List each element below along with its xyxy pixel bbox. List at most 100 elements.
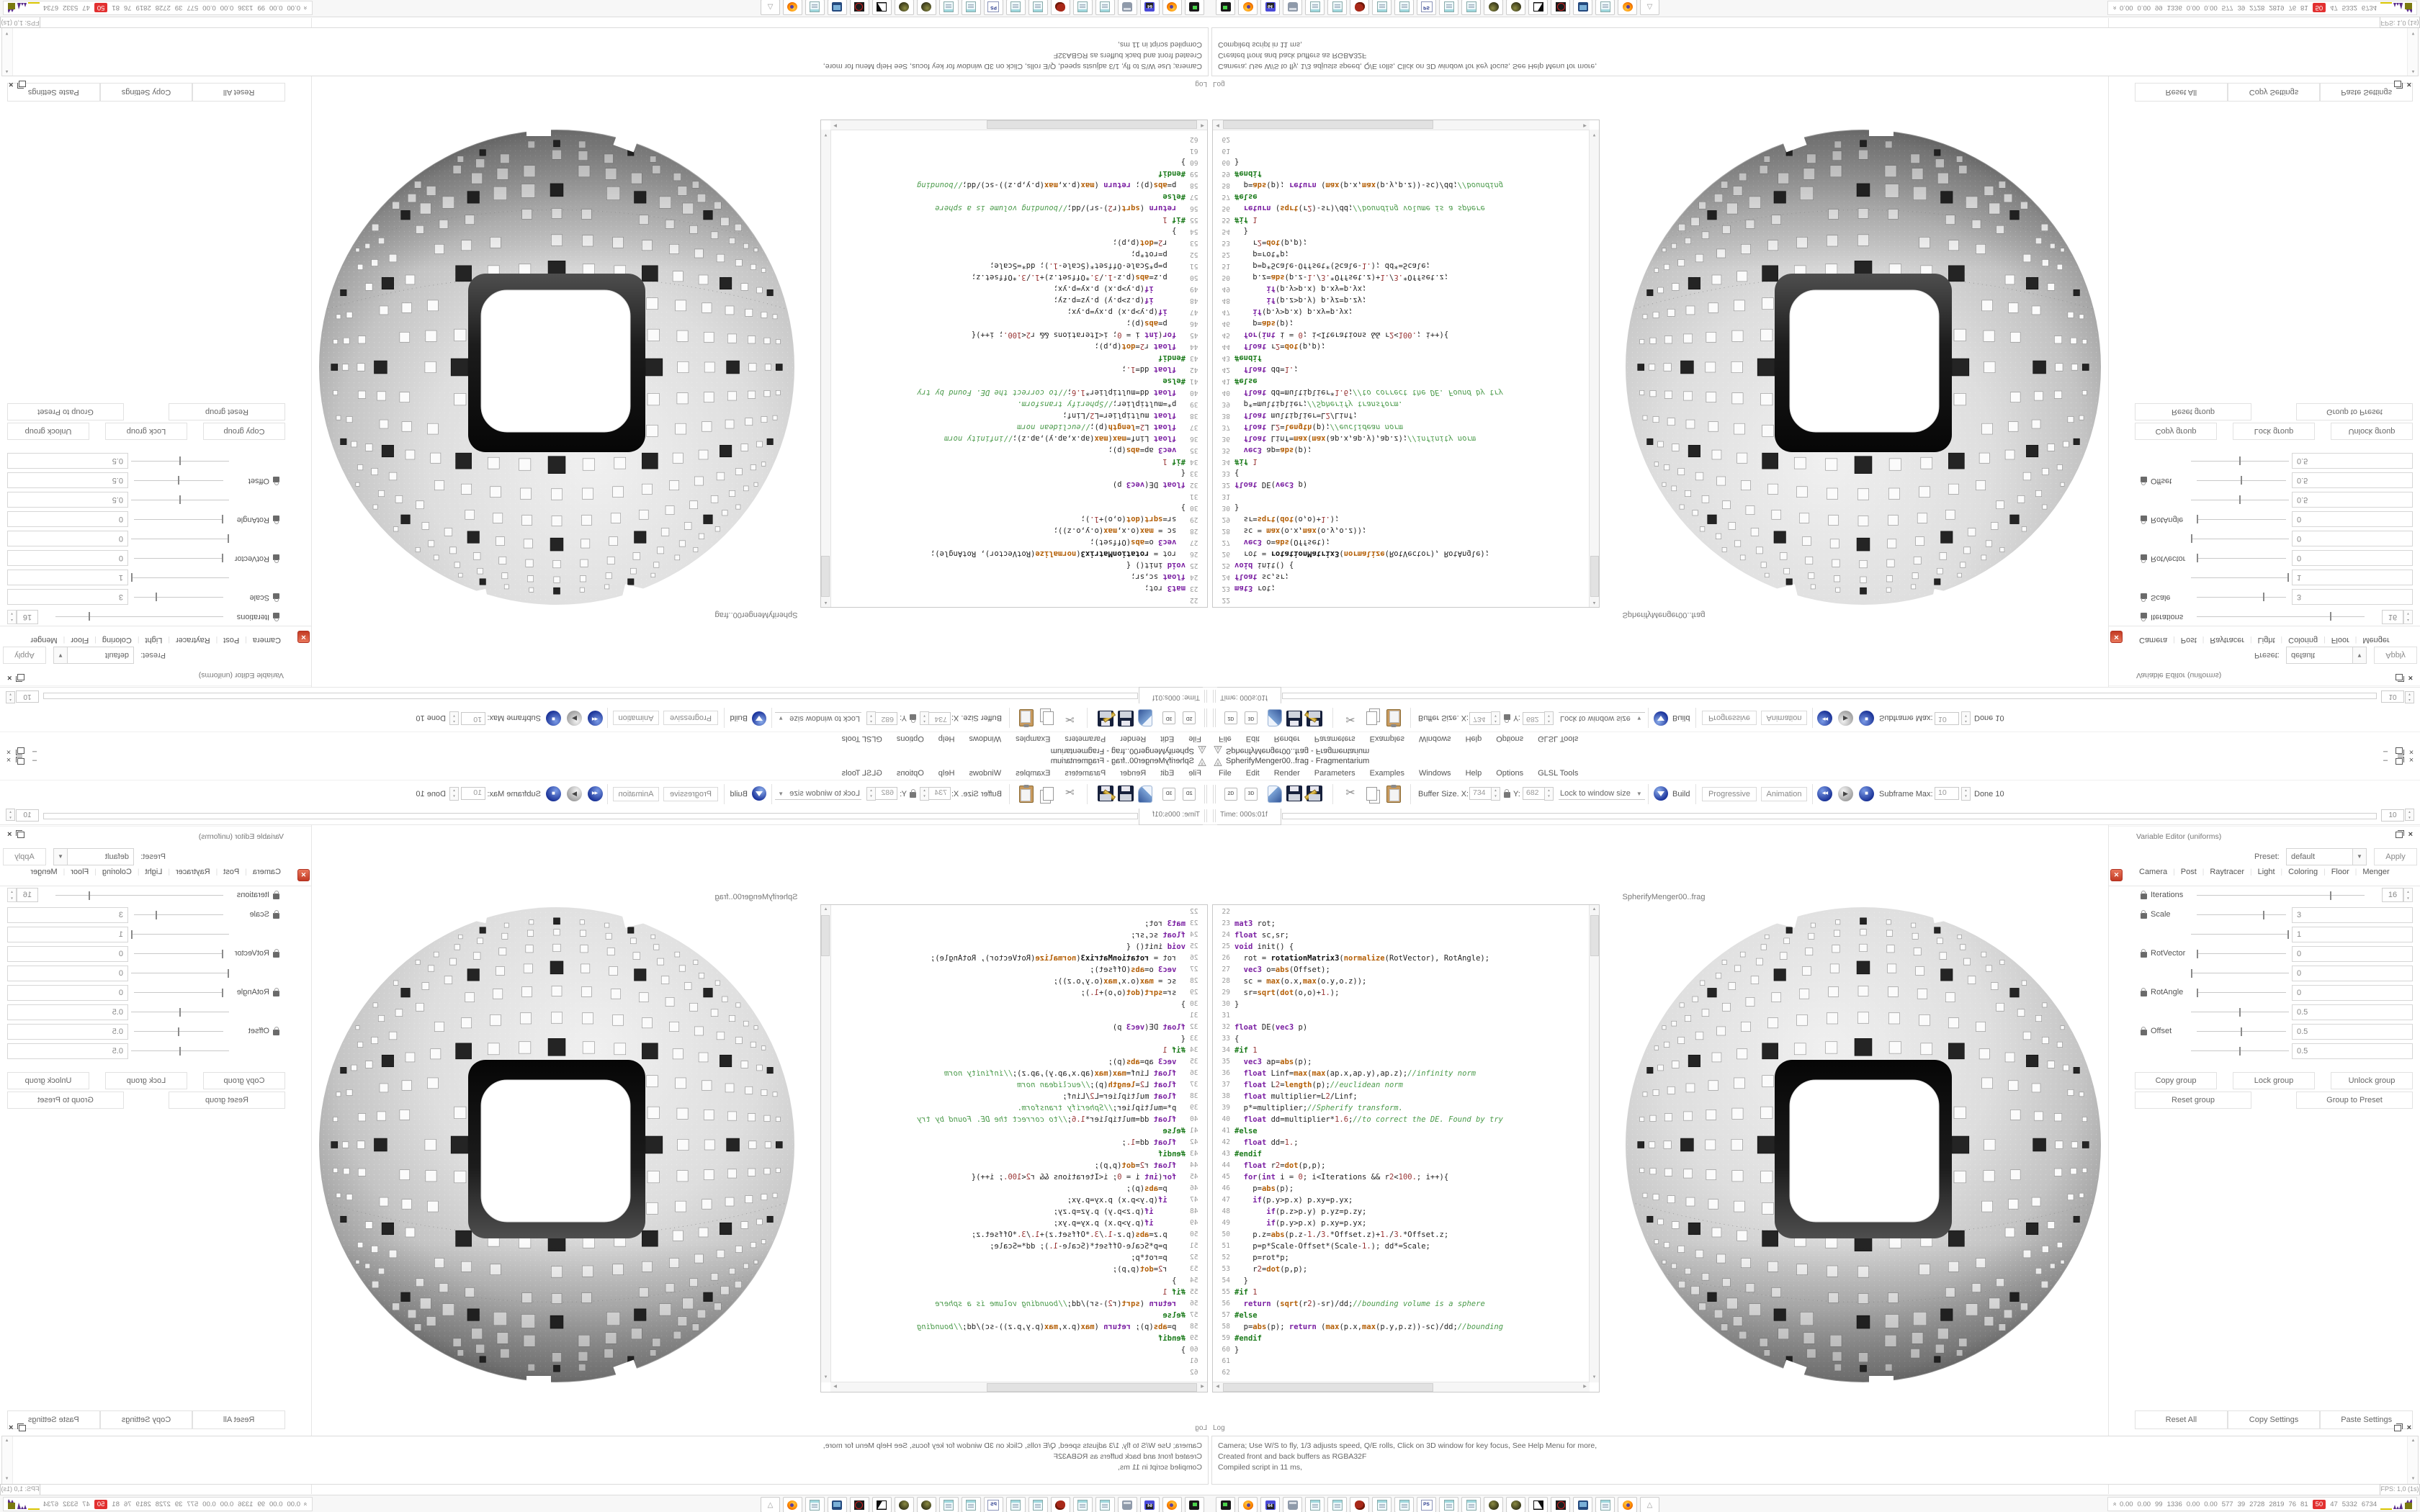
save-icon[interactable] [1118,711,1134,726]
parameter-slider[interactable] [131,930,229,939]
chevron-down-icon[interactable]: ▼ [2352,849,2366,865]
buffer-y-input[interactable]: 682 [1523,787,1549,800]
vertical-scrollbar[interactable]: ▲ ▼ [821,130,831,607]
buffer-y-spinner[interactable] [1544,711,1554,725]
menu-item-file[interactable]: File [1219,734,1232,743]
horizontal-scroll-thumb[interactable] [1223,1383,1433,1392]
lock-icon[interactable] [273,952,279,958]
parameter-value[interactable]: 0 [7,511,128,527]
menu-item-glsl-tools[interactable]: GLSL Tools [1538,734,1579,743]
preset-dropdown[interactable]: default ▼ [53,647,134,664]
view-2d-button[interactable]: 2D [1224,711,1237,724]
menu-item-glsl-tools[interactable]: GLSL Tools [841,734,882,743]
lock-icon[interactable] [2141,1027,2147,1035]
horizontal-scrollbar[interactable]: ◀ ▶ [830,1382,1207,1392]
view-3d-button[interactable]: 3D [1245,788,1258,801]
slider-handle[interactable] [2197,515,2198,523]
float-log-icon[interactable] [19,1424,27,1431]
menu-item-edit[interactable]: Edit [1245,769,1260,778]
rewind-button[interactable]: ◀◀ [1817,711,1832,726]
parameter-slider[interactable] [2197,593,2286,601]
taskbar-icon-notepad[interactable] [1305,0,1325,15]
taskbar-icon-notepad[interactable] [1461,0,1481,15]
parameter-value[interactable]: 0 [2292,946,2413,962]
view-2d-button[interactable]: 2D [1183,711,1196,724]
slider-handle[interactable] [131,573,133,582]
taskbar-icon-notepad[interactable] [805,0,825,15]
parameter-value[interactable]: 0.5 [7,492,128,508]
taskbar-icon-sphere-olive[interactable] [1506,0,1525,15]
slider-handle[interactable] [2239,495,2241,504]
tab-floor[interactable]: Floor [71,868,89,876]
editor-tab[interactable]: SpherifyMenger00..frag [1622,893,1706,901]
vertical-scroll-thumb[interactable] [1590,915,1599,956]
minimize-button[interactable]: – [32,747,37,756]
subframe-max-spinner[interactable] [1961,787,1971,801]
close-button[interactable]: × [6,747,12,756]
tab-raytracer[interactable]: Raytracer [175,868,210,876]
copy-group-button[interactable]: Copy group [203,423,285,440]
taskbar-icon-floppy-64[interactable]: 64 [1140,1497,1160,1512]
scroll-down-icon[interactable]: ▼ [2411,31,2416,35]
menu-item-parameters[interactable]: Parameters [1065,769,1106,778]
taskbar-icon-firefox[interactable] [1162,1497,1182,1512]
taskbar-icon-notepad[interactable] [1394,1497,1414,1512]
scroll-down-icon[interactable]: ▼ [4,1477,9,1481]
slider-handle[interactable] [179,1008,181,1017]
copy-icon[interactable] [1043,711,1054,725]
parameter-slider[interactable] [2191,1047,2289,1056]
play-button[interactable]: ▶ [1838,711,1853,726]
restore-button[interactable] [17,758,24,765]
taskbar-icon-sphere-olive[interactable] [895,0,914,15]
lock-group-button[interactable]: Lock group [105,423,187,440]
parameter-value[interactable]: 1 [2292,570,2413,585]
parameter-value[interactable]: 16 [2382,888,2403,902]
tab-menger[interactable]: Menger [30,868,58,876]
parameter-value[interactable]: 0.5 [7,472,128,488]
taskbar-icon-notepad[interactable] [1327,0,1347,15]
slider-handle[interactable] [2241,1027,2242,1036]
timebar-grip[interactable] [1213,690,1216,703]
copy-icon[interactable] [1366,787,1377,801]
taskbar-icon-notepad[interactable] [962,0,981,15]
taskbar-icon-sphere-olive[interactable] [917,1497,936,1512]
tab-post[interactable]: Post [2180,868,2197,876]
play-button[interactable]: ▶ [567,711,582,726]
lock-group-button[interactable]: Lock group [105,1072,187,1089]
build-button[interactable]: Build [730,790,748,798]
parameter-slider[interactable] [2197,891,2365,900]
play-button[interactable]: ▶ [1838,786,1853,801]
parameter-value[interactable]: 3 [7,589,128,605]
lock-icon[interactable] [273,913,279,919]
lock-to-window-size-dropdown[interactable]: Lock to window size▼ [1559,712,1645,723]
taskbar-icon-fragmentarium[interactable]: △ [761,0,780,15]
parameter-slider[interactable] [134,950,223,958]
taskbar-icon-sphere-olive[interactable] [1484,0,1503,15]
parameter-slider[interactable] [131,573,229,582]
tab-coloring[interactable]: Coloring [2288,636,2318,644]
taskbar-icon-notepad[interactable] [1461,1497,1481,1512]
parameter-spinner[interactable] [7,888,17,902]
preset-dropdown[interactable]: default ▼ [2286,647,2367,664]
log-scrollbar[interactable]: ▲ ▼ [2,28,13,76]
slider-handle[interactable] [2330,891,2331,900]
menu-item-windows[interactable]: Windows [969,734,1002,743]
build-button[interactable]: Build [730,714,748,722]
scroll-down-icon[interactable]: ▼ [4,31,9,35]
taskbar-icon-notepad[interactable] [1073,1497,1093,1512]
save-as-icon[interactable] [1098,786,1116,801]
slider-handle[interactable] [2263,593,2264,601]
time-spinner[interactable] [2405,809,2414,821]
lock-icon[interactable] [273,516,279,521]
lock-icon[interactable] [273,554,279,560]
play-button[interactable]: ▶ [567,786,582,801]
taskbar-icon-notepad[interactable] [1305,1497,1325,1512]
taskbar-icon-sphere-olive[interactable] [1484,1497,1503,1512]
reset-all-button[interactable]: Reset All [2135,83,2228,102]
menu-item-examples[interactable]: Examples [1016,769,1051,778]
horizontal-scroll-thumb[interactable] [987,120,1197,129]
scroll-down-icon[interactable]: ▼ [2411,1477,2416,1481]
taskbar-icon-notepad[interactable] [1073,0,1093,15]
tab-light[interactable]: Light [2257,868,2275,876]
time-progress-bar[interactable] [1282,693,2377,699]
